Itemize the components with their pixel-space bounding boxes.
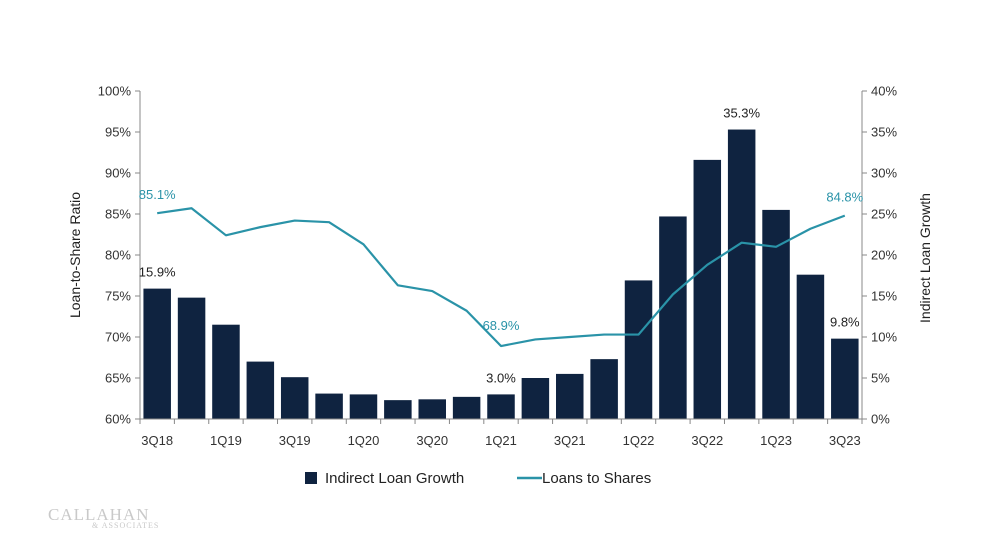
left-axis-title: Loan-to-Share Ratio <box>67 192 83 318</box>
bar <box>796 274 825 419</box>
axes <box>139 91 863 420</box>
logo-subtitle: & ASSOCIATES <box>92 521 159 530</box>
x-tick-label: 3Q20 <box>416 433 448 448</box>
bar <box>384 400 412 419</box>
x-tick-label: 1Q20 <box>348 433 380 448</box>
right-tick-label: 20% <box>871 248 897 263</box>
x-tick-label: 3Q22 <box>691 433 723 448</box>
bar <box>659 216 687 419</box>
x-tick-label: 1Q21 <box>485 433 517 448</box>
bar-data-label: 9.8% <box>830 315 860 330</box>
bar-data-label: 15.9% <box>139 265 176 280</box>
left-axis-ticks: 60% 65% 70% 75% 80% 85% 90% 95% 100% <box>98 84 140 427</box>
left-tick-label: 85% <box>105 207 131 222</box>
bar-data-label: 35.3% <box>723 106 760 121</box>
callahan-logo: CALLAHAN & ASSOCIATES <box>48 505 159 530</box>
line-data-label: 85.1% <box>139 187 176 202</box>
x-tick-label: 3Q21 <box>554 433 586 448</box>
right-tick-label: 35% <box>871 125 897 140</box>
right-tick-label: 15% <box>871 289 897 304</box>
bar <box>590 359 618 419</box>
bar <box>315 393 343 419</box>
x-tick-label: 1Q23 <box>760 433 792 448</box>
right-tick-label: 25% <box>871 207 897 222</box>
bar <box>349 394 378 419</box>
left-tick-label: 80% <box>105 248 131 263</box>
right-axis-title: Indirect Loan Growth <box>917 193 933 323</box>
left-tick-label: 90% <box>105 166 131 181</box>
line-series <box>157 207 846 348</box>
left-tick-label: 65% <box>105 371 131 386</box>
left-tick-label: 75% <box>105 289 131 304</box>
data-labels: 15.9% 3.0% 35.3% 9.8% 85.1% 68.9% 84.8% <box>139 106 864 386</box>
bar <box>418 399 446 419</box>
bar <box>521 378 550 419</box>
logo-wordmark: CALLAHAN <box>48 505 150 524</box>
bar-data-label: 3.0% <box>486 370 516 385</box>
right-tick-label: 5% <box>871 371 890 386</box>
legend-label-loans-to-shares: Loans to Shares <box>542 470 651 487</box>
legend-bar-swatch <box>305 472 317 484</box>
left-tick-label: 100% <box>98 84 132 99</box>
bar <box>212 324 240 419</box>
bar <box>177 297 206 419</box>
legend-label-indirect-loan-growth: Indirect Loan Growth <box>325 470 464 487</box>
x-tick-label: 1Q22 <box>623 433 655 448</box>
legend: Indirect Loan Growth Loans to Shares <box>305 470 651 487</box>
x-axis-ticks: 3Q18 1Q19 3Q19 1Q20 3Q20 1Q21 3Q21 1Q22 3Q22 1Q23… <box>139 419 863 448</box>
left-tick-label: 95% <box>105 125 131 140</box>
x-tick-label: 3Q23 <box>829 433 861 448</box>
right-tick-label: 30% <box>871 166 897 181</box>
right-tick-label: 10% <box>871 330 897 345</box>
line-data-label: 84.8% <box>826 190 863 205</box>
bar <box>727 129 756 420</box>
right-tick-label: 40% <box>871 84 897 99</box>
left-tick-label: 60% <box>105 412 131 427</box>
bar <box>246 361 275 419</box>
bar <box>280 377 309 419</box>
x-tick-label: 3Q18 <box>141 433 173 448</box>
bar <box>452 396 481 419</box>
bar <box>556 373 584 419</box>
right-axis-ticks: 0% 5% 10% 15% 20% 25% 30% 35% 40% <box>862 84 897 427</box>
right-tick-label: 0% <box>871 412 890 427</box>
bar <box>831 338 859 419</box>
x-tick-label: 1Q19 <box>210 433 242 448</box>
bar <box>143 288 171 419</box>
line-data-label: 68.9% <box>483 318 520 333</box>
left-tick-label: 70% <box>105 330 131 345</box>
bar <box>487 394 515 419</box>
x-tick-label: 3Q19 <box>279 433 311 448</box>
bar <box>624 280 653 419</box>
bar <box>693 159 722 419</box>
